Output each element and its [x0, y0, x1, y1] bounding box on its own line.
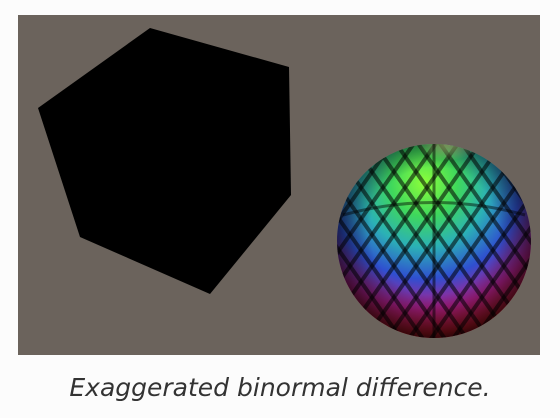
render-viewport: [18, 15, 540, 355]
scene-canvas: [38, 28, 531, 338]
figure-caption: Exaggerated binormal difference.: [69, 373, 491, 402]
black-cube-render-icon: [38, 28, 291, 294]
rainbow-binormal-sphere-render-icon: [337, 144, 531, 338]
